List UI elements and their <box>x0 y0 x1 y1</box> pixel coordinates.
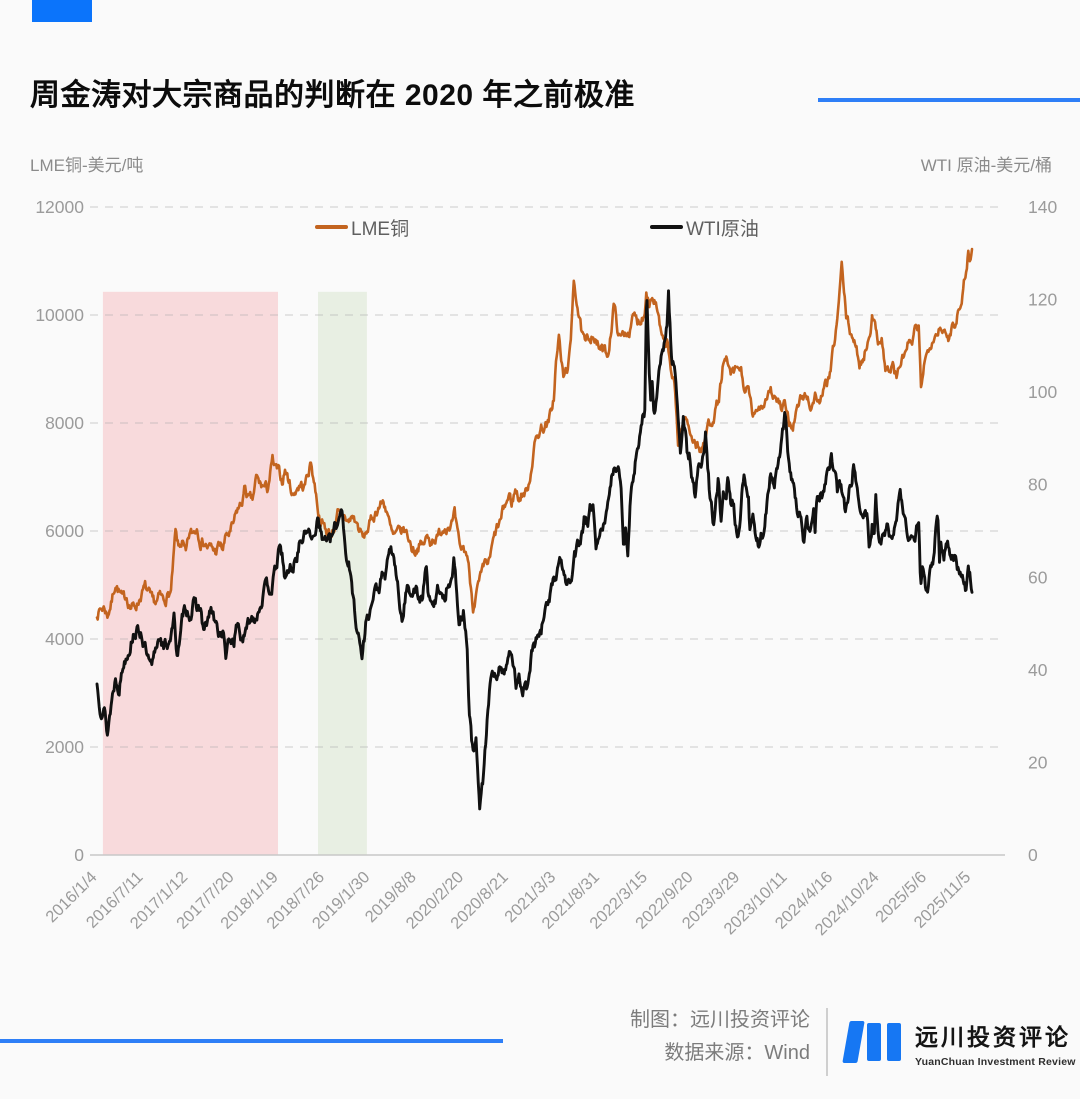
left-axis-tick: 4000 <box>45 629 84 649</box>
right-axis-tick: 80 <box>1028 475 1048 495</box>
logo-bars-icon <box>842 1021 901 1068</box>
footer-credits: 制图：远川投资评论 数据来源：Wind <box>630 1004 810 1070</box>
logo-name-cn: 远川投资评论 <box>915 1024 1071 1050</box>
left-axis-tick: 0 <box>74 845 84 865</box>
logo-text: 远川投资评论 YuanChuan Investment Review <box>915 1018 1076 1068</box>
logo-bar-icon <box>887 1023 901 1061</box>
title-decorative-line <box>818 98 1080 102</box>
wti-oil-line-swatch <box>650 225 683 229</box>
left-axis-tick: 6000 <box>45 521 84 541</box>
logo-name-en: YuanChuan Investment Review <box>915 1056 1076 1068</box>
lme-copper-line-swatch <box>315 225 348 229</box>
right-axis-tick: 40 <box>1028 660 1048 680</box>
band-green <box>318 291 367 855</box>
legend-label-wti-oil: WTI原油 <box>686 218 759 240</box>
lme-copper-line <box>95 247 974 621</box>
logo-bar-icon <box>867 1023 881 1061</box>
footer-decorative-line <box>0 1039 503 1043</box>
right-axis-tick: 20 <box>1028 752 1048 772</box>
page-title: 周金涛对大宗商品的判断在 2020 年之前极准 <box>30 79 635 112</box>
chart-credit: 制图：远川投资评论 <box>630 1009 810 1031</box>
yuanchuan-logo: 远川投资评论 YuanChuan Investment Review <box>842 1018 1076 1068</box>
right-axis-tick: 60 <box>1028 567 1048 587</box>
left-axis-tick: 8000 <box>45 413 84 433</box>
data-source: 数据来源：Wind <box>664 1042 810 1064</box>
wti-oil-line <box>95 289 974 811</box>
band-pink <box>102 291 279 855</box>
left-axis-tick: 12000 <box>35 197 84 217</box>
logo-bar-icon <box>842 1021 865 1063</box>
right-axis-title: WTI 原油-美元/桶 <box>920 156 1052 175</box>
legend-label-lme-copper: LME铜 <box>351 218 410 240</box>
legend-item-lme-copper: LME铜 <box>315 216 410 240</box>
right-axis-tick: 0 <box>1028 845 1038 865</box>
right-axis-tick: 140 <box>1028 197 1057 217</box>
left-axis-title: LME铜-美元/吨 <box>30 156 144 175</box>
legend-item-wti-oil: WTI原油 <box>650 216 759 240</box>
right-axis-tick: 120 <box>1028 290 1057 310</box>
right-axis-tick: 100 <box>1028 382 1057 402</box>
left-axis-tick: 2000 <box>45 737 84 757</box>
left-axis-tick: 10000 <box>35 305 84 325</box>
brand-accent-square <box>32 0 92 22</box>
footer-divider <box>826 1008 828 1076</box>
